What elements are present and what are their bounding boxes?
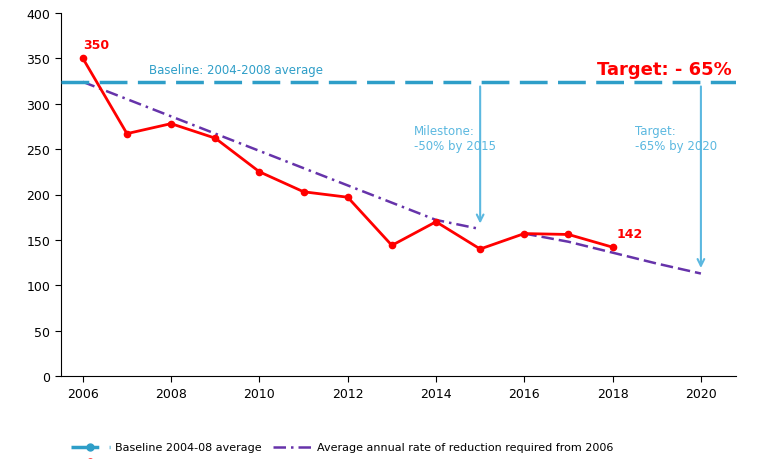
- Text: 142: 142: [617, 227, 644, 241]
- Text: Target:
-65% by 2020: Target: -65% by 2020: [635, 124, 716, 152]
- Text: Milestone:
-50% by 2015: Milestone: -50% by 2015: [414, 124, 496, 152]
- Text: Target: - 65%: Target: - 65%: [597, 61, 732, 79]
- Text: Baseline: 2004-2008 average: Baseline: 2004-2008 average: [149, 64, 323, 77]
- Text: 350: 350: [83, 39, 109, 52]
- Legend: Baseline 2004-08 average, Child Serious casualties, Average annual rate of reduc: Baseline 2004-08 average, Child Serious …: [66, 438, 618, 459]
